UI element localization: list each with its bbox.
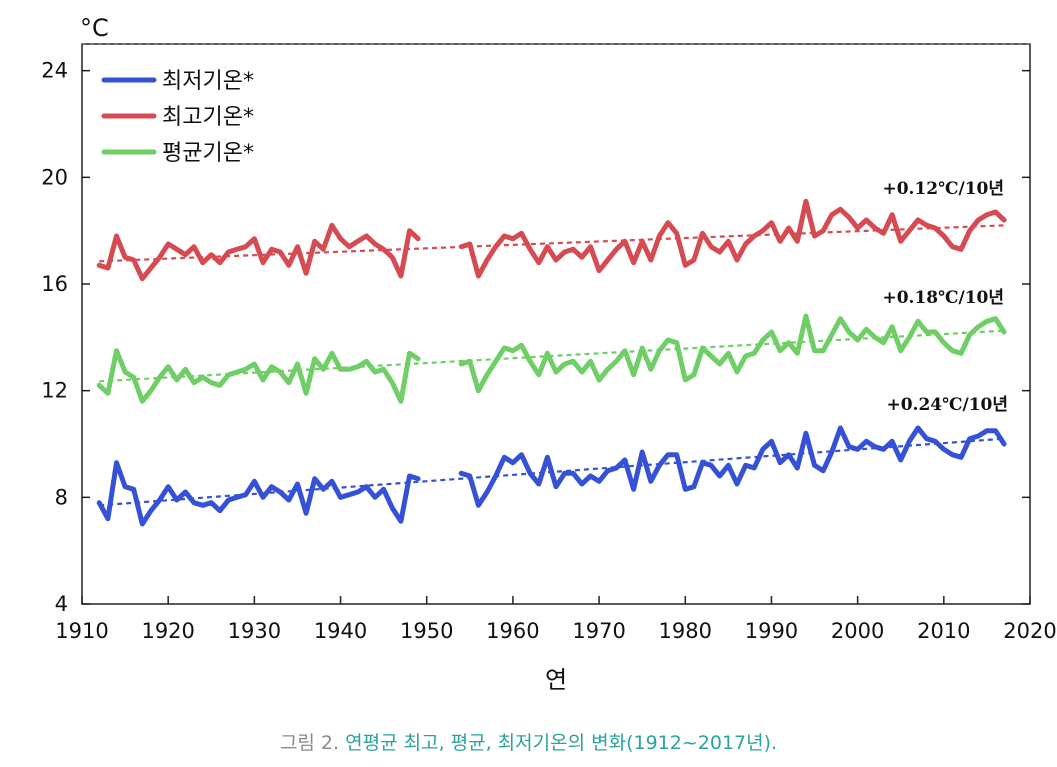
series-line-2 [96, 222, 421, 282]
x-tick-label: 2020 [1003, 619, 1056, 643]
series-line-1 [96, 460, 421, 527]
y-tick-label: 4 [55, 592, 68, 616]
trend-label: +0.12℃/10년 [882, 179, 1004, 199]
x-tick-label: 1950 [400, 619, 453, 643]
legend-label: 평균기온* [162, 141, 254, 166]
trend-line [99, 224, 1005, 263]
x-tick-label: 2010 [917, 619, 970, 643]
trend-line [99, 329, 1005, 383]
series-line-2 [458, 198, 1007, 279]
y-tick-label: 12 [41, 379, 68, 403]
y-unit-label: °C [80, 14, 109, 42]
x-tick-label: 1980 [659, 619, 712, 643]
series-line-1 [458, 425, 1007, 508]
y-tick-label: 24 [41, 59, 68, 83]
plot-area: 4 8 12 16 20 24 1910 1920 1930 1940 1950 1960 1970 19… [41, 43, 1057, 643]
x-tick-label: 2000 [831, 619, 884, 643]
figure-caption: 그림 2. 연평균 최고, 평균, 최저기온의 변화(1912~2017년). [0, 728, 1057, 755]
x-tick-label: 1960 [486, 619, 539, 643]
series-line-3 [96, 348, 421, 404]
x-tick-label: 1910 [55, 619, 108, 643]
x-tick-label: 1930 [228, 619, 281, 643]
y-tick-label: 16 [41, 272, 68, 296]
trend-label: +0.24℃/10년 [886, 395, 1008, 415]
trend-label: +0.18℃/10년 [882, 288, 1004, 308]
y-tick-label: 8 [55, 485, 68, 509]
caption-prefix: 그림 2. [279, 732, 340, 754]
x-tick-label: 1920 [141, 619, 194, 643]
x-tick-label: 1940 [314, 619, 367, 643]
x-tick-label: 1970 [572, 619, 625, 643]
legend-label: 최저기온* [162, 69, 254, 94]
legend-label: 최고기온* [162, 105, 254, 130]
x-tick-label: 1990 [745, 619, 798, 643]
x-axis-title: 연 [545, 666, 567, 694]
caption-text: 연평균 최고, 평균, 최저기온의 변화(1912~2017년). [345, 732, 778, 754]
series-line-3 [458, 313, 1007, 394]
y-tick-label: 20 [41, 165, 68, 189]
